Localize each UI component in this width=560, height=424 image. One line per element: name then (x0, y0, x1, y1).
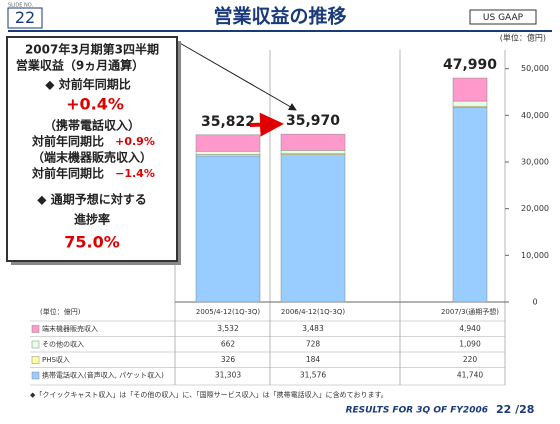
callout-text: 2007年3月期第3四半期 (25, 42, 159, 57)
plot: 0 10,000 20,000 30,000 40,000 50,000 35,822 35,… (30, 50, 549, 386)
bar-segment (280, 150, 346, 155)
bar-segment (195, 151, 261, 155)
y-tick-label: 10,000 (521, 251, 549, 260)
footer-text: RESULTS FOR 3Q OF FY2006 (346, 406, 488, 416)
page-number: 22 /28 (496, 403, 534, 416)
callout-text: 対前年同期比 (31, 166, 104, 181)
badge: US GAAP (483, 13, 524, 23)
y-tick-label: 40,000 (521, 111, 549, 120)
bar-segment (195, 155, 261, 303)
table-value: 728 (306, 340, 321, 349)
callout-value: +0.4% (66, 95, 124, 114)
total-label: 35,970 (286, 113, 340, 129)
unit: (単位：億円) (500, 33, 546, 43)
callout-text: 対前年同期比 (31, 134, 104, 149)
bar-segment (280, 133, 346, 151)
bar-segment (195, 134, 261, 152)
total-label: 35,822 (201, 114, 255, 130)
y-tick-label: 30,000 (521, 158, 549, 167)
legend-label: PHS収入 (42, 356, 70, 364)
bar-segment (452, 77, 488, 102)
table-value: 31,576 (300, 371, 326, 380)
legend-swatch (31, 340, 40, 349)
slide-no-box (7, 7, 43, 29)
table-value: 4,940 (459, 324, 481, 333)
slide-no: 22 (15, 8, 35, 27)
callout-value: 75.0% (64, 233, 120, 252)
table-unit: (単位：億円) (40, 307, 81, 316)
bar-segment (452, 106, 488, 303)
header-bg (0, 0, 560, 30)
callout-text: ◆ 通期予想に対する (37, 192, 146, 207)
callout-value: +0.9% (115, 135, 155, 148)
table-value: 31,303 (215, 371, 241, 380)
y-tick-label: 20,000 (521, 204, 549, 213)
table-value: 1,090 (459, 340, 481, 349)
x-tick-label: 2005/4-12(1Q-3Q) (196, 308, 260, 316)
table-value: 3,483 (302, 324, 324, 333)
callout-pointer (177, 41, 297, 111)
red-arrow (249, 112, 284, 137)
table-value: 3,532 (217, 324, 239, 333)
table-value: 326 (221, 355, 236, 364)
callout-text: 営業収益（9ヵ月通算） (16, 58, 144, 73)
callout-box (6, 36, 178, 262)
table-value: 220 (463, 355, 478, 364)
callout-text: 進捗率 (74, 212, 110, 227)
bar-segment (452, 100, 488, 107)
title: 営業収益の推移 (213, 5, 346, 28)
callout-value: −1.4% (115, 167, 155, 180)
y-tick-label: 0 (532, 298, 537, 307)
callout-text: （端末機器販売収入） (32, 150, 152, 165)
total-label: 47,990 (443, 57, 497, 73)
table-value: 41,740 (457, 371, 483, 380)
legend-label: 端末機器販売収入 (42, 324, 98, 333)
x-tick-label: 2007/3(通期予想) (441, 307, 499, 316)
y-tick-label: 50,000 (521, 64, 549, 73)
slide-no-label: SLIDE NO. (8, 3, 34, 9)
badge-box (469, 9, 537, 25)
callout-text: （携帯電話収入） (44, 118, 140, 133)
legend-label: その他の収入 (42, 340, 84, 349)
legend-swatch (31, 356, 40, 364)
bar-segment (280, 154, 346, 303)
table-value: 662 (221, 340, 236, 349)
legend-swatch (31, 371, 40, 380)
legend-label: 携帯電話収入(音声収入, パケット収入) (42, 371, 164, 380)
legend-swatch (31, 325, 40, 333)
table-value: 184 (306, 355, 321, 364)
callout-text: ◆ 対前年同期比 (45, 77, 130, 92)
x-tick-label: 2006/4-12(1Q-3Q) (281, 308, 345, 316)
note: ◆「クイックキャスト収入」は「その他の収入」に、「国際サービス収入」は「携帯電話… (30, 390, 388, 399)
